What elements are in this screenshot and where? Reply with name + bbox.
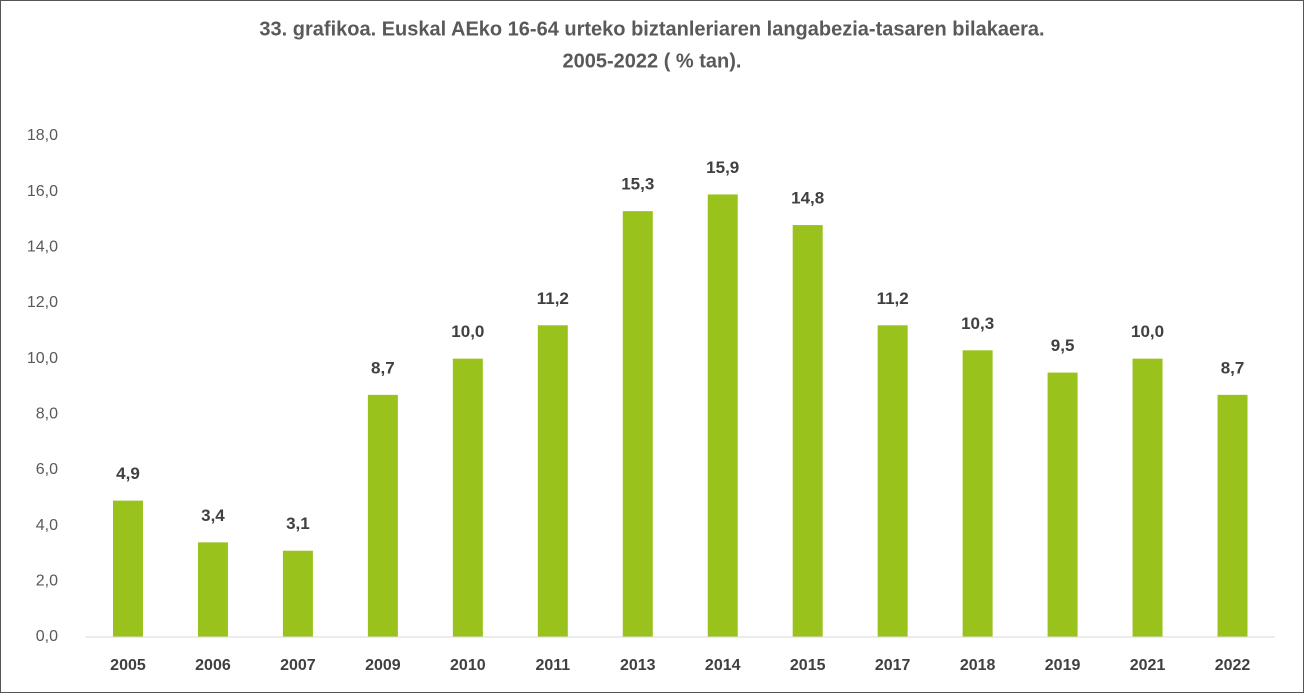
- data-label: 11,2: [537, 289, 569, 308]
- x-tick-label: 2021: [1130, 657, 1166, 674]
- bar: [452, 358, 483, 637]
- bar: [1217, 394, 1248, 637]
- y-tick-label: 10,0: [27, 350, 58, 367]
- data-label: 3,4: [201, 506, 225, 525]
- data-label: 9,5: [1051, 336, 1075, 355]
- x-tick-label: 2006: [195, 657, 231, 674]
- y-tick-label: 12,0: [27, 294, 58, 311]
- x-tick-label: 2009: [365, 657, 401, 674]
- bar: [197, 542, 228, 637]
- y-tick-label: 18,0: [27, 127, 58, 144]
- bar: [282, 550, 313, 637]
- x-tick-label: 2014: [705, 657, 741, 674]
- y-tick-label: 2,0: [36, 573, 58, 590]
- bar: [877, 325, 908, 637]
- data-label: 11,2: [877, 289, 909, 308]
- bar: [707, 194, 738, 637]
- bar: [367, 394, 398, 637]
- x-tick-label: 2022: [1215, 657, 1251, 674]
- y-tick-label: 8,0: [36, 406, 58, 423]
- x-tick-label: 2019: [1045, 657, 1081, 674]
- data-label: 15,3: [621, 175, 654, 194]
- y-tick-label: 16,0: [27, 183, 58, 200]
- bar: [962, 350, 993, 637]
- data-label: 4,9: [116, 464, 140, 483]
- x-tick-label: 2007: [280, 657, 316, 674]
- bar: [1047, 372, 1078, 637]
- bar: [1132, 358, 1163, 637]
- data-label: 10,0: [1131, 322, 1164, 341]
- chart-title: 33. grafikoa. Euskal AEko 16-64 urteko b…: [259, 18, 1044, 40]
- x-tick-label: 2015: [790, 657, 826, 674]
- x-tick-label: 2018: [960, 657, 996, 674]
- x-tick-label: 2013: [620, 657, 656, 674]
- data-label: 15,9: [706, 158, 739, 177]
- data-label: 8,7: [1221, 358, 1245, 377]
- y-tick-label: 14,0: [27, 239, 58, 256]
- chart-title: 2005-2022 ( % tan).: [563, 50, 742, 72]
- bar: [792, 225, 823, 638]
- bar: [622, 211, 653, 637]
- bar: [537, 325, 568, 637]
- bar: [112, 500, 143, 637]
- x-tick-label: 2011: [535, 657, 570, 674]
- y-tick-label: 6,0: [36, 461, 58, 478]
- data-label: 8,7: [371, 358, 395, 377]
- x-tick-label: 2005: [110, 657, 146, 674]
- x-tick-label: 2017: [875, 657, 911, 674]
- data-label: 10,0: [451, 322, 484, 341]
- x-tick-label: 2010: [450, 657, 486, 674]
- data-label: 10,3: [961, 314, 994, 333]
- data-label: 14,8: [791, 189, 824, 208]
- y-tick-label: 0,0: [36, 628, 58, 645]
- y-tick-label: 4,0: [36, 517, 58, 534]
- data-label: 3,1: [286, 514, 310, 533]
